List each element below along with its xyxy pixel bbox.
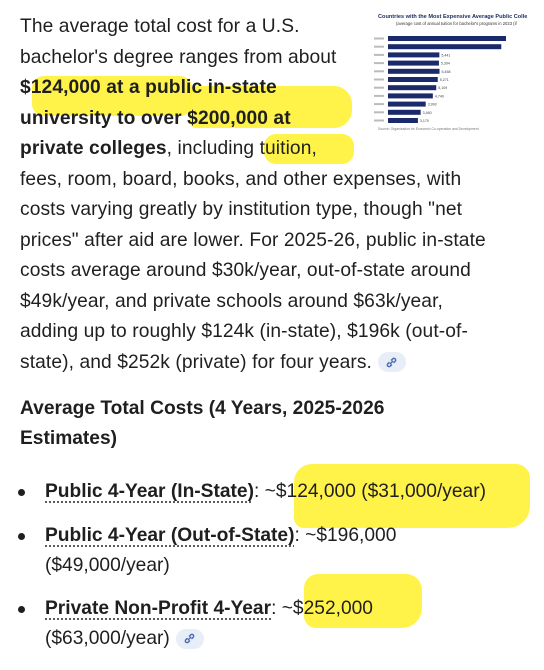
bar-value-label: 5,441 — [441, 53, 450, 57]
body-text: , including tuition, — [166, 138, 317, 159]
source-link-chip[interactable] — [175, 628, 204, 649]
bullet-term[interactable]: Public 4-Year (In-State) — [45, 481, 254, 502]
category-label — [374, 45, 384, 48]
chart-bar — [388, 77, 438, 82]
bar-value-label: 3,460 — [423, 111, 432, 115]
paragraph-line: prices" after aid are lower. For 2025-26… — [20, 226, 532, 257]
bullet-dot — [18, 489, 25, 496]
bar-value-label: 5,109 — [438, 86, 447, 90]
chart-source: Source: Organisation for Economic Co-ope… — [378, 127, 479, 131]
category-label — [374, 86, 384, 89]
bar-value-label: 5,458 — [442, 70, 451, 74]
link-icon — [184, 634, 195, 644]
bullet-value: : ~$196,000 ($49,000/year) — [45, 525, 397, 576]
category-label — [374, 37, 384, 40]
bold-text: private colleges — [20, 138, 167, 159]
highlight-mark-3 — [264, 134, 354, 164]
chart-bar — [388, 101, 426, 107]
body-text: adding up to roughly $124k (in-state), $… — [20, 321, 468, 342]
link-icon — [387, 357, 397, 368]
bullet-dot — [18, 606, 25, 613]
highlight-mark-5 — [304, 574, 422, 628]
chart-bar — [388, 60, 439, 66]
paragraph-line: bachelor's degree ranges from about — [20, 43, 362, 74]
bullet-value: : ~$124,000 ($31,000/year) — [253, 481, 487, 502]
paragraph-line: state), and $252k (private) for four yea… — [20, 348, 532, 379]
paragraph-line: adding up to roughly $124k (in-state), $… — [20, 317, 532, 348]
bar-value-label: 3,170 — [420, 119, 429, 123]
category-label — [374, 119, 384, 122]
bullet-term[interactable]: Private Non-Profit 4-Year — [45, 598, 272, 619]
section-heading: Average Total Costs (4 Years, 2025-2026 … — [20, 398, 385, 449]
chart-bar — [388, 52, 440, 58]
paragraph-line: $49k/year, and private schools around $6… — [20, 287, 532, 318]
body-text: The average total cost for a U.S. — [20, 16, 300, 37]
bullet-dot — [18, 533, 25, 540]
answer-paragraph: The average total cost for a U.S. bachelo… — [20, 12, 532, 378]
category-label — [374, 53, 384, 56]
category-label — [374, 103, 384, 106]
paragraph-line: private colleges, including tuition, — [20, 134, 362, 165]
bold-text: university to over $200,000 at — [20, 107, 291, 129]
chart-bar — [388, 68, 440, 74]
chart-bar — [388, 85, 437, 91]
paragraph-line: university to over $200,000 at — [20, 104, 362, 135]
chart-title: Countries with the Most Expensive Averag… — [378, 14, 528, 20]
chart-bar — [388, 118, 418, 123]
body-text: fees, room, board, books, and other expe… — [20, 168, 462, 190]
paragraph-line: The average total cost for a U.S. — [20, 12, 362, 43]
body-text: bachelor's degree ranges from about — [20, 46, 337, 68]
body-text: state), and $252k (private) for four yea… — [20, 351, 372, 373]
chart-subtitle: (average cost of annual tuition for bach… — [396, 21, 517, 26]
chart-bar — [388, 93, 433, 99]
paragraph-line: costs average around $30k/year, out-of-s… — [20, 256, 532, 287]
bar-value-label: 3,993 — [428, 103, 437, 107]
bullet-value: : ~$252,000 ($63,000/year) — [45, 598, 373, 649]
chart-bar — [388, 109, 421, 115]
bullet-term[interactable]: Public 4-Year (Out-of-State) — [45, 525, 295, 546]
highlight-mark-1 — [32, 76, 192, 116]
body-text: prices" after aid are lower. For 2025-26… — [20, 229, 486, 251]
paragraph-line: costs varying greatly by institution typ… — [20, 195, 532, 226]
category-label — [374, 78, 384, 81]
chart-bar — [388, 36, 506, 41]
bar-chart: 5,441 5,394 5,458 5,271 5,109 4,749 3,993 3,460… — [374, 36, 506, 123]
category-label — [374, 62, 384, 65]
body-text: costs varying greatly by institution typ… — [20, 199, 463, 220]
body-text: costs average around $30k/year, out-of-s… — [20, 260, 471, 281]
category-label — [374, 111, 384, 114]
paragraph-line: fees, room, board, books, and other expe… — [20, 165, 532, 196]
paragraph-line: $124,000 at a public in-state — [20, 73, 362, 104]
bar-value-label: 5,394 — [441, 62, 450, 66]
source-link-chip[interactable] — [377, 352, 406, 373]
chart-bar — [388, 44, 502, 50]
chart-thumbnail[interactable]: 5,441 5,394 5,458 5,271 5,109 4,749 3,993 3,460… — [364, 14, 534, 142]
bar-value-label: 5,271 — [440, 78, 449, 82]
bold-text: $124,000 at a public in-state — [20, 77, 277, 98]
category-label — [374, 70, 384, 73]
category-label — [374, 94, 384, 97]
highlight-mark-2 — [190, 86, 352, 128]
highlight-mark-4 — [294, 464, 530, 528]
bar-value-label: 4,749 — [435, 94, 444, 98]
body-text: $49k/year, and private schools around $6… — [20, 290, 443, 312]
